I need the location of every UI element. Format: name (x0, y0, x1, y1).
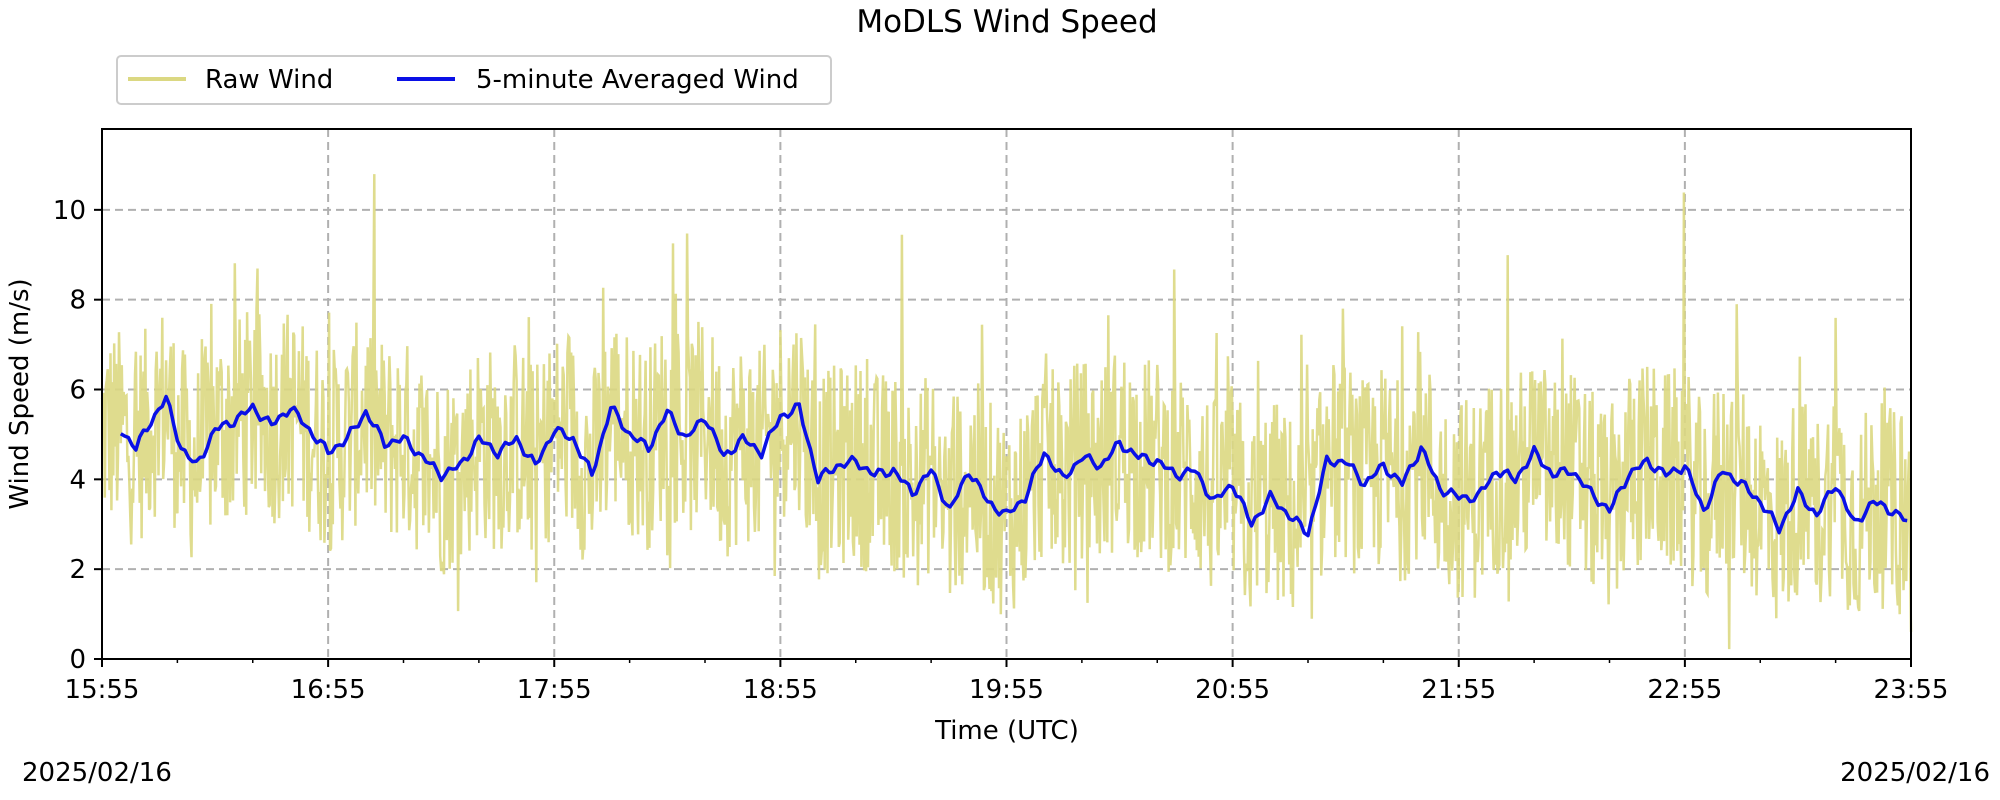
y-axis-label: Wind Speed (m/s) (5, 278, 35, 509)
raw-wind-line (100, 174, 1913, 650)
series-raw-wind (100, 174, 1913, 650)
date-label-right: 2025/02/16 (1840, 758, 1990, 788)
legend-label-raw-wind: Raw Wind (205, 65, 333, 95)
x-tick-label: 19:55 (969, 675, 1044, 705)
x-tick-label: 17:55 (517, 675, 592, 705)
y-tick-label: 0 (69, 645, 86, 675)
legend-label-averaged-wind: 5-minute Averaged Wind (476, 65, 799, 95)
averaged-wind-line (119, 394, 1908, 538)
series-averaged-wind (119, 394, 1908, 538)
x-tick-label: 20:55 (1195, 675, 1270, 705)
y-tick-label: 2 (69, 555, 86, 585)
x-tick-label: 18:55 (743, 675, 818, 705)
y-tick-label: 4 (69, 465, 86, 495)
y-tick-label: 10 (53, 196, 86, 226)
x-tick-label: 16:55 (291, 675, 366, 705)
x-axis-label: Time (UTC) (934, 716, 1079, 746)
y-axis: 0 2 4 6 8 10 (53, 196, 102, 675)
legend: Raw Wind 5-minute Averaged Wind (116, 55, 832, 105)
chart-title: MoDLS Wind Speed (856, 4, 1157, 40)
x-axis: 15:55 16:55 17:55 18:55 19:55 20:55 21:55 22:55… (65, 659, 1949, 705)
date-label-left: 2025/02/16 (22, 758, 172, 788)
x-tick-label: 23:55 (1874, 675, 1949, 705)
y-tick-label: 8 (69, 286, 86, 316)
x-tick-label: 22:55 (1647, 675, 1722, 705)
y-tick-label: 6 (69, 376, 86, 406)
x-tick-label: 21:55 (1421, 675, 1496, 705)
legend-box (116, 55, 832, 105)
x-tick-label: 15:55 (65, 675, 140, 705)
